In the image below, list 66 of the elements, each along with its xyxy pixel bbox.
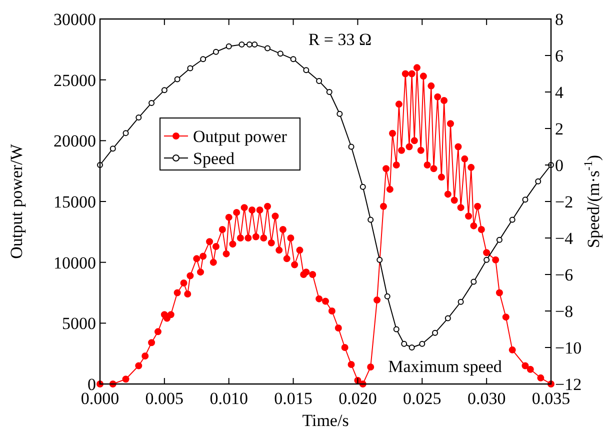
point: [384, 293, 390, 300]
point: [226, 43, 232, 50]
x-tick-label: 0.010: [210, 389, 248, 408]
point: [136, 114, 142, 121]
point: [535, 178, 542, 184]
point: [360, 184, 366, 190]
y2-tick-label: −2: [555, 192, 574, 212]
point: [110, 146, 116, 152]
x-tick-label: 0.025: [403, 389, 442, 408]
y2-tick-label: 2: [555, 120, 564, 138]
y2-tick-label: −4: [555, 229, 574, 248]
point: [522, 196, 528, 203]
x-tick-label: 0.020: [338, 389, 377, 408]
point: [336, 110, 343, 117]
y2-tick-label: 8: [555, 10, 564, 29]
point: [264, 45, 271, 52]
y-tick-label: 10000: [54, 253, 96, 272]
point: [277, 50, 284, 57]
point: [238, 42, 245, 48]
point: [509, 216, 516, 223]
point: [444, 315, 451, 322]
point: [303, 67, 310, 74]
x-tick-label: 0.015: [274, 389, 312, 408]
point: [161, 87, 168, 94]
point: [212, 48, 219, 55]
y2-tick-label: 0: [555, 156, 564, 175]
y2-tick-label: 6: [555, 46, 564, 66]
y2-tick-label: −8: [555, 302, 574, 321]
point: [326, 89, 332, 95]
point: [401, 340, 408, 347]
point: [393, 326, 400, 332]
y-tick-label: 25000: [54, 70, 96, 90]
point: [200, 56, 206, 62]
annotation: R = 33 Ω: [308, 30, 372, 49]
y2-tick-label: −10: [555, 338, 582, 358]
x-tick-label: 0.005: [145, 389, 184, 408]
point: [246, 42, 252, 48]
y-tick-label: 30000: [54, 10, 96, 29]
legend-label: Speed: [193, 149, 236, 168]
point: [470, 278, 477, 285]
point: [290, 56, 296, 62]
y-tick-label: 5000: [62, 314, 96, 334]
point: [252, 42, 258, 48]
annotation: Maximum speed: [388, 357, 502, 376]
x-tick-label: 0.030: [467, 389, 506, 408]
y2-tick-label: 4: [555, 83, 564, 102]
point: [316, 78, 322, 84]
y2-tick-label: −6: [555, 266, 574, 284]
y-tick-label: 15000: [54, 192, 96, 212]
point: [187, 65, 194, 72]
point: [432, 330, 438, 336]
point: [419, 340, 426, 347]
y-tick-label: 20000: [54, 132, 96, 151]
point: [148, 100, 155, 106]
point: [458, 298, 464, 305]
point: [408, 344, 415, 350]
point: [484, 256, 490, 263]
x-axis-title: Time/s: [302, 411, 349, 430]
point: [496, 236, 502, 243]
legend-label: Output power: [193, 127, 288, 146]
point: [348, 144, 354, 150]
point: [122, 130, 129, 136]
point: [376, 256, 383, 263]
point: [174, 76, 180, 82]
point: [368, 216, 374, 223]
y-axis-title: Output power/W: [7, 143, 26, 259]
